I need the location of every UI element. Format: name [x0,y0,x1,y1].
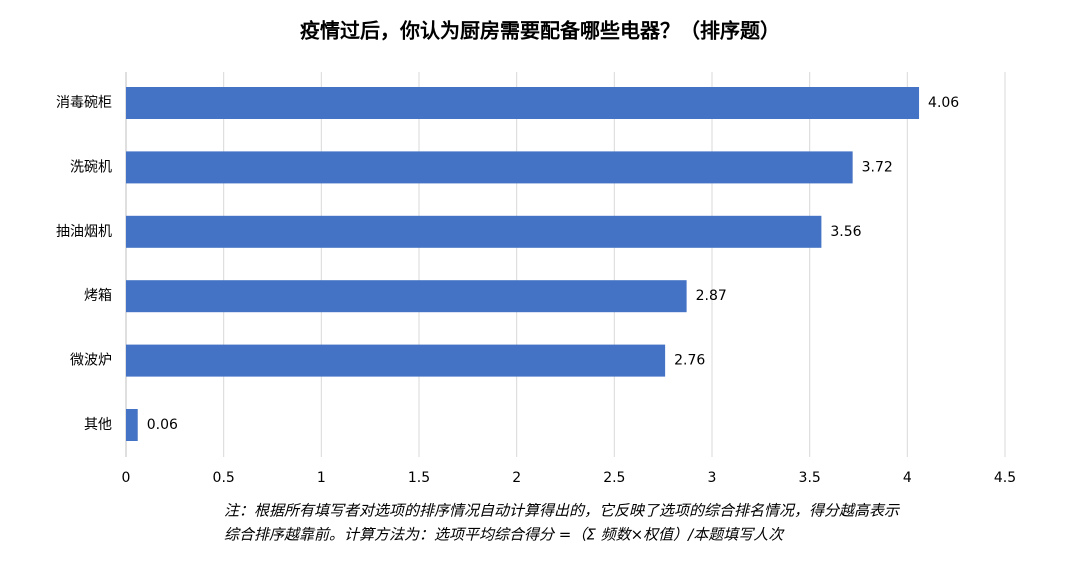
x-tick-label: 0 [122,470,131,486]
x-tick-label: 1.5 [408,470,430,486]
x-tick-label: 1 [317,470,326,486]
x-tick-label: 0.5 [213,470,235,486]
y-tick-label: 其他 [84,417,112,433]
y-tick-label: 烤箱 [84,288,112,304]
bar [126,409,138,441]
note: 注：根据所有填写者对选项的排序情况自动计算得出的，它反映了选项的综合排名情况，得… [224,502,901,520]
value-label: 2.76 [674,353,705,369]
bar [126,87,920,119]
x-tick-label: 4.5 [994,470,1016,486]
y-tick-label: 微波炉 [70,353,112,369]
x-tick-label: 4 [903,470,912,486]
x-tick-label: 2.5 [603,470,625,486]
y-tick-label: 洗碗机 [70,159,112,175]
bar [126,344,666,377]
value-label: 3.72 [862,159,893,175]
bar [126,151,853,184]
value-label: 4.06 [928,95,959,111]
value-label: 3.56 [830,224,861,240]
y-tick-label: 抽油烟机 [56,224,112,240]
bar [126,215,822,248]
bar [126,280,687,313]
x-tick-label: 3 [708,470,717,486]
x-tick-label: 2 [512,470,521,486]
value-label: 2.87 [696,288,727,304]
chart-title: 疫情过后，你认为厨房需要配备哪些电器？（排序题） [300,19,780,43]
value-label: 0.06 [147,417,178,433]
note: 综合排序越靠前。计算方法为：选项平均综合得分 =（Σ 频数×权值）/本题填写人次 [224,526,785,544]
y-tick-label: 消毒碗柜 [56,95,112,111]
x-tick-label: 3.5 [799,470,821,486]
